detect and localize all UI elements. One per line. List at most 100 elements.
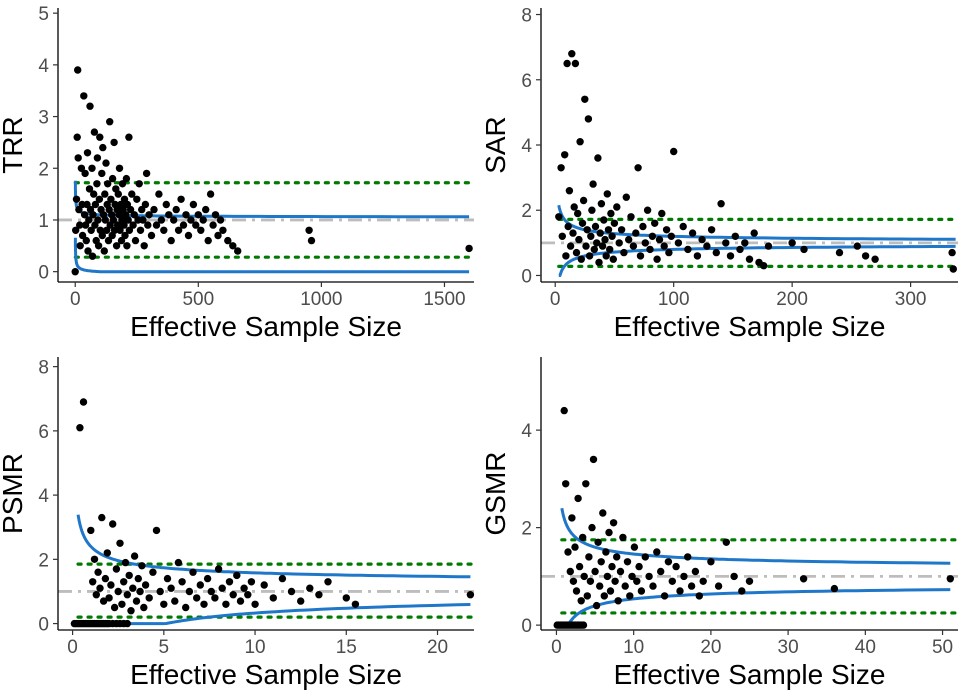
data-point	[287, 587, 296, 596]
data-point	[179, 221, 188, 229]
data-point	[160, 226, 168, 234]
panel-gsmr: 0 10 20 30 40 50 0 2 4 Effective Sample Size GSMR	[480, 357, 958, 690]
data-point	[171, 597, 179, 605]
data-point	[577, 255, 585, 263]
data-point	[123, 619, 131, 628]
data-point	[86, 102, 94, 110]
data-point	[104, 180, 112, 188]
data-point	[674, 239, 683, 247]
data-point	[138, 562, 146, 570]
data-point	[948, 248, 956, 257]
data-point	[684, 553, 692, 561]
data-point	[572, 248, 581, 257]
y-tick-label: 0	[521, 266, 532, 287]
data-point	[637, 587, 646, 595]
data-point	[613, 553, 621, 561]
data-point	[109, 216, 118, 224]
x-tick-label: 5	[159, 637, 170, 658]
data-point	[88, 164, 96, 172]
data-point	[170, 216, 178, 224]
data-point	[731, 232, 739, 240]
data-point	[600, 216, 608, 224]
data-point	[614, 597, 622, 605]
data-point	[558, 232, 566, 240]
data-point	[562, 252, 570, 260]
data-point	[247, 578, 256, 586]
data-point	[315, 591, 323, 599]
x-tick-label: 10	[244, 637, 265, 658]
data-point	[633, 577, 641, 585]
y-axis-title: PSMR	[0, 453, 28, 534]
data-point	[603, 572, 612, 581]
data-point	[102, 159, 110, 167]
data-point	[565, 187, 574, 195]
data-point	[830, 584, 839, 593]
data-point	[649, 582, 657, 590]
data-point	[132, 597, 141, 605]
x-tick-label: 10	[623, 637, 644, 658]
data-point	[583, 226, 591, 234]
data-point	[597, 558, 605, 566]
data-point	[73, 133, 81, 141]
data-point	[182, 603, 190, 612]
y-tick-label: 6	[38, 422, 49, 443]
data-point	[586, 577, 595, 585]
x-tick-label: 20	[700, 637, 721, 658]
data-point	[240, 584, 248, 592]
data-point	[136, 587, 144, 596]
data-point	[582, 242, 590, 250]
y-axis-title: GSMR	[480, 452, 511, 536]
data-point	[116, 539, 124, 547]
data-point	[730, 572, 738, 581]
data-point	[627, 213, 635, 221]
data-point	[630, 543, 639, 551]
data-point	[741, 239, 749, 247]
panel-psmr: 0 5 10 15 20 0 2 4 6 8 Effective Sample Size PSMR	[0, 357, 475, 690]
data-point	[90, 190, 98, 198]
y-tick-label: 4	[38, 486, 49, 507]
data-point	[560, 406, 568, 415]
data-point	[182, 211, 190, 219]
data-point	[604, 226, 613, 234]
data-point	[707, 558, 715, 566]
data-point	[89, 211, 97, 219]
data-point	[603, 190, 611, 198]
y-tick-label: 8	[38, 358, 49, 379]
data-point	[99, 143, 107, 152]
data-point	[72, 226, 80, 234]
x-tick-label: 50	[932, 637, 953, 658]
data-point	[107, 195, 115, 203]
data-point	[167, 236, 175, 245]
data-point	[571, 543, 579, 551]
data-point	[306, 584, 314, 592]
data-point	[589, 455, 598, 464]
data-point	[564, 548, 572, 556]
data-point	[165, 211, 173, 219]
data-point	[712, 248, 720, 257]
data-point	[118, 180, 127, 188]
data-point	[134, 574, 142, 583]
data-point	[566, 242, 575, 250]
data-point	[587, 232, 595, 240]
data-point	[178, 578, 186, 586]
data-point	[324, 578, 332, 586]
data-point	[589, 180, 597, 188]
data-point	[750, 229, 758, 237]
data-point	[244, 591, 252, 599]
data-point	[591, 222, 600, 231]
data-point	[172, 205, 180, 214]
data-point	[626, 592, 634, 600]
data-point	[629, 242, 638, 250]
data-point	[106, 118, 114, 126]
data-point	[103, 226, 111, 234]
data-point	[93, 154, 102, 162]
data-point	[632, 229, 640, 237]
data-point	[112, 242, 121, 250]
data-point	[207, 587, 215, 596]
data-point	[152, 221, 161, 229]
x-tick-label: 20	[427, 637, 448, 658]
y-tick-label: 0	[521, 616, 532, 637]
data-point	[126, 205, 135, 214]
data-point	[145, 211, 153, 219]
data-point	[351, 600, 360, 608]
